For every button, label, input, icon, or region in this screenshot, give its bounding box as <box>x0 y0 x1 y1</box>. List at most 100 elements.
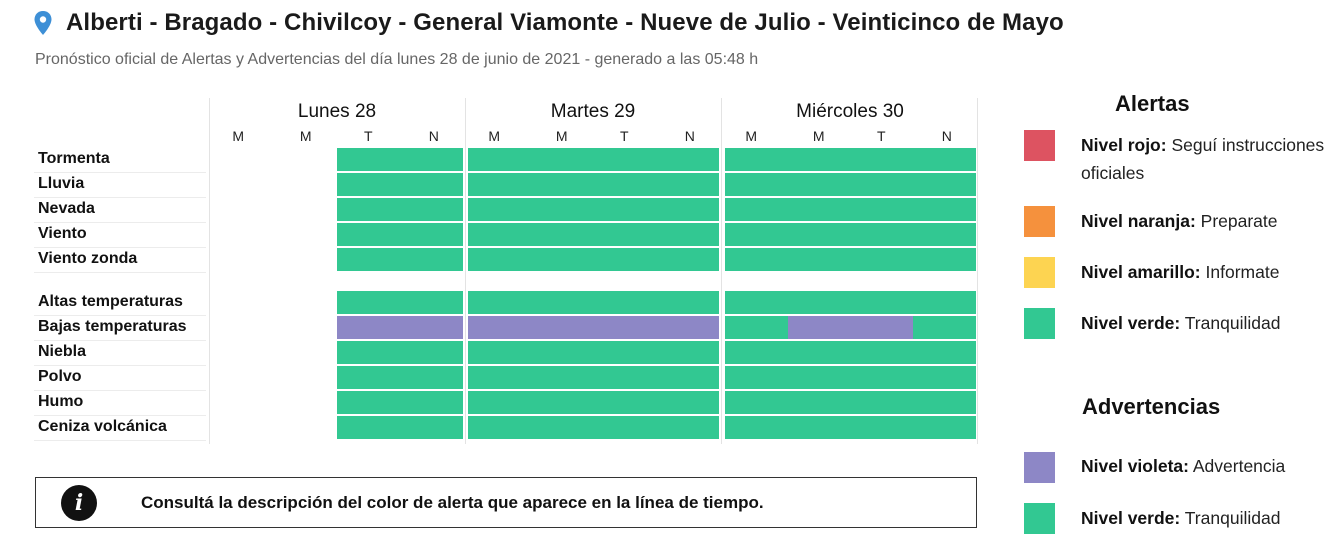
timeline-cell-verde <box>337 248 401 271</box>
timeline-cell-verde <box>530 148 594 171</box>
timeline-cell-verde <box>399 173 463 196</box>
timeline-cell-verde <box>530 291 594 314</box>
timeline-cell-verde <box>850 198 914 221</box>
timeline-cell-violeta <box>337 316 401 339</box>
timeline-cell-verde <box>337 291 401 314</box>
legend-swatch-rojo <box>1024 130 1055 161</box>
timeline-cell-verde <box>655 173 719 196</box>
slot-header: T <box>363 128 373 144</box>
row-label: Ceniza volcánica <box>38 418 167 435</box>
timeline-cell-verde <box>593 291 657 314</box>
row-label: Nevada <box>38 200 95 217</box>
timeline-cell-verde <box>593 248 657 271</box>
timeline-cell-verde <box>725 366 789 389</box>
timeline-cell-verde <box>912 341 976 364</box>
timeline-cell-verde <box>530 198 594 221</box>
legend-item-verde-advertencia: Nivel verde: Tranquilidad <box>1081 504 1331 532</box>
timeline-cell-verde <box>912 416 976 439</box>
row-divider <box>34 365 206 366</box>
row-label: Altas temperaturas <box>38 293 183 310</box>
timeline-cell-verde <box>399 248 463 271</box>
row-divider <box>34 247 206 248</box>
timeline-cell-violeta <box>593 316 657 339</box>
timeline-cell-verde <box>725 416 789 439</box>
timeline-cell-verde <box>530 391 594 414</box>
timeline-cell-verde <box>912 173 976 196</box>
timeline-cell-verde <box>468 248 532 271</box>
row-divider <box>34 315 206 316</box>
timeline-cell-verde <box>850 366 914 389</box>
slot-header: M <box>555 128 568 144</box>
timeline-cell-verde <box>787 248 851 271</box>
slot-header: N <box>941 128 952 144</box>
location-pin-icon <box>34 11 52 35</box>
slot-header: T <box>619 128 629 144</box>
timeline-cell-verde <box>337 391 401 414</box>
legend-level: Nivel verde: <box>1081 508 1181 528</box>
info-text: Consultá la descripción del color de ale… <box>141 492 764 512</box>
timeline-cell-verde <box>593 341 657 364</box>
timeline-cell-verde <box>725 173 789 196</box>
timeline-cell-verde <box>725 316 789 339</box>
timeline-cell-verde <box>530 248 594 271</box>
timeline-cell-verde <box>655 291 719 314</box>
timeline-cell-verde <box>725 341 789 364</box>
timeline-cell-verde <box>655 341 719 364</box>
timeline-cell-verde <box>655 416 719 439</box>
timeline-cell-verde <box>530 341 594 364</box>
grid-separator <box>209 98 210 444</box>
timeline-cell-verde <box>725 291 789 314</box>
slot-header: M <box>232 128 245 144</box>
timeline-cell-verde <box>337 173 401 196</box>
row-divider <box>34 222 206 223</box>
timeline-cell-verde <box>655 198 719 221</box>
row-divider <box>34 415 206 416</box>
timeline-cell-verde <box>725 223 789 246</box>
row-divider <box>34 197 206 198</box>
timeline-cell-verde <box>468 291 532 314</box>
info-notice: i Consultá la descripción del color de a… <box>35 477 977 528</box>
timeline-cell-verde <box>468 223 532 246</box>
grid-separator <box>977 98 978 444</box>
timeline-cell-verde <box>912 223 976 246</box>
timeline-cell-verde <box>468 341 532 364</box>
legend-swatch-verde <box>1024 308 1055 339</box>
slot-header: M <box>299 128 312 144</box>
timeline-cell-verde <box>530 173 594 196</box>
timeline-cell-verde <box>725 391 789 414</box>
slot-header: T <box>876 128 886 144</box>
timeline-cell-verde <box>655 366 719 389</box>
timeline-cell-verde <box>787 198 851 221</box>
legend-item-verde: Nivel verde: Tranquilidad <box>1081 309 1331 337</box>
legend-item-violeta: Nivel violeta: Advertencia <box>1081 452 1331 480</box>
timeline-cell-verde <box>399 148 463 171</box>
timeline-cell-verde <box>850 341 914 364</box>
row-label: Humo <box>38 393 84 410</box>
timeline-cell-violeta <box>787 316 851 339</box>
timeline-cell-verde <box>787 223 851 246</box>
row-divider <box>34 172 206 173</box>
timeline-cell-verde <box>850 223 914 246</box>
timeline-cell-verde <box>399 391 463 414</box>
alert-timeline: Lunes 28 M M T N Martes 29 M M T N Miércoles 30 M M T… <box>34 98 978 444</box>
row-divider <box>34 440 206 441</box>
legend-alertas-title: Alertas <box>1115 91 1190 116</box>
legend-item-naranja: Nivel naranja: Preparate <box>1081 207 1331 235</box>
grid-separator <box>465 98 466 444</box>
timeline-cell-verde <box>912 148 976 171</box>
legend-desc: Preparate <box>1195 211 1278 231</box>
timeline-cell-verde <box>399 291 463 314</box>
row-label: Viento zonda <box>38 250 138 267</box>
slot-header: N <box>684 128 695 144</box>
row-label: Niebla <box>38 343 87 360</box>
timeline-cell-verde <box>530 416 594 439</box>
timeline-cell-verde <box>850 291 914 314</box>
timeline-cell-verde <box>468 416 532 439</box>
timeline-cell-verde <box>787 291 851 314</box>
timeline-cell-verde <box>850 148 914 171</box>
timeline-cell-verde <box>593 366 657 389</box>
page-header: Alberti - Bragado - Chivilcoy - General … <box>34 8 1064 38</box>
legend-desc: Tranquilidad <box>1180 508 1281 528</box>
timeline-cell-verde <box>725 198 789 221</box>
timeline-cell-verde <box>912 391 976 414</box>
